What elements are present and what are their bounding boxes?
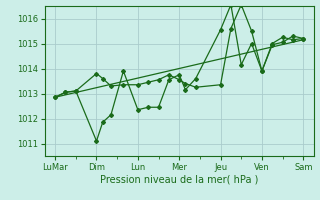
X-axis label: Pression niveau de la mer( hPa ): Pression niveau de la mer( hPa ) (100, 175, 258, 185)
